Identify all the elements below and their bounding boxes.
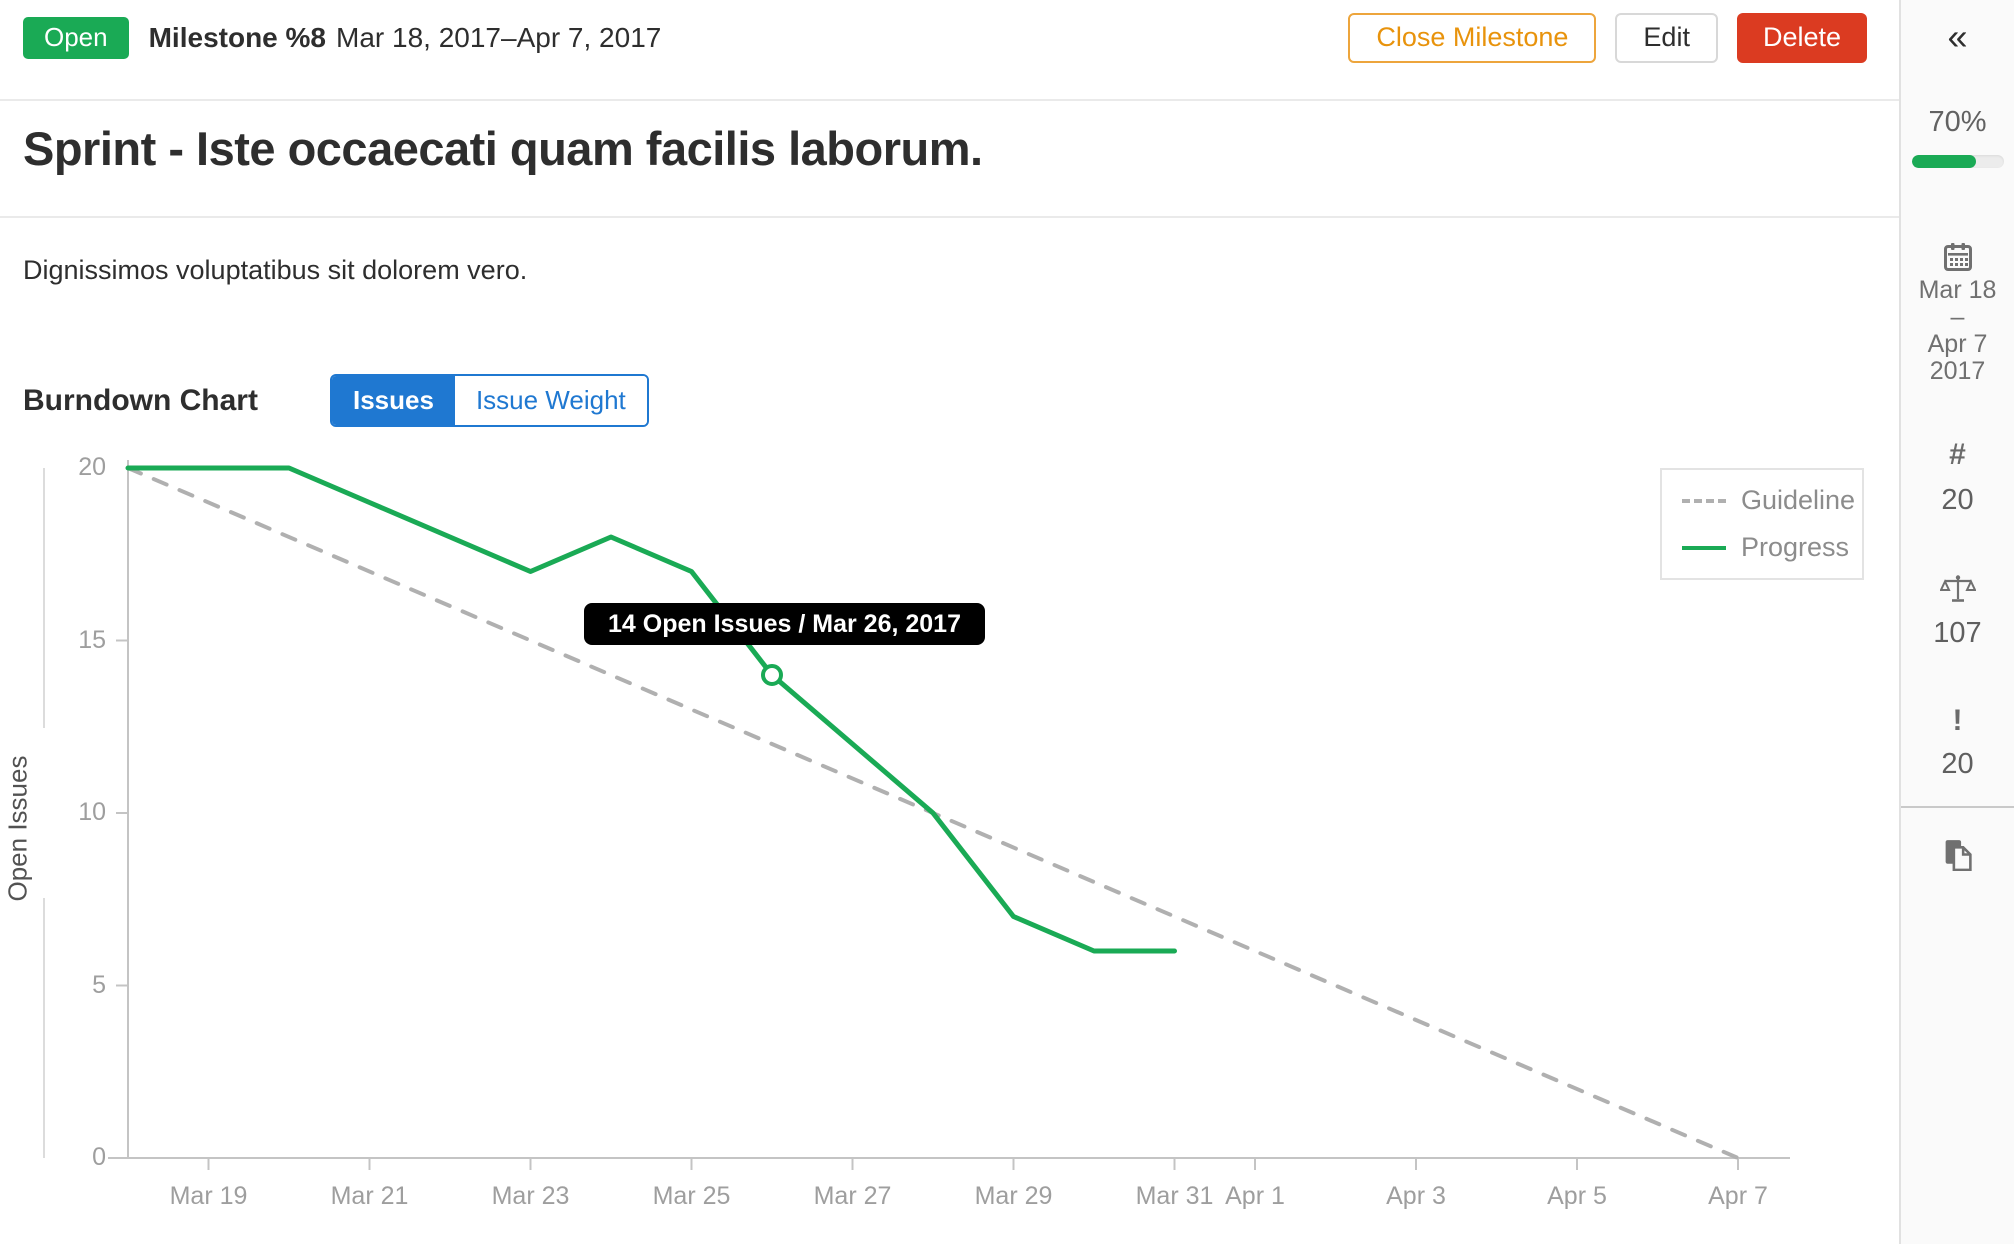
milestone-name: Milestone %8 (148, 21, 326, 53)
chart-legend: Guideline Progress (1660, 468, 1864, 580)
x-tick-label: Mar 27 (813, 1182, 892, 1210)
sidebar-issues-block: # 20 (1901, 440, 2014, 517)
guideline-line-sample (1682, 498, 1726, 503)
x-tick-label: Mar 23 (491, 1182, 570, 1210)
x-tick-label: Apr 7 (1708, 1182, 1768, 1210)
x-tick-label: Apr 3 (1386, 1182, 1446, 1210)
progress-percent: 70% (1928, 106, 1987, 138)
priority-count: 20 (1941, 748, 1974, 780)
milestone-progress-block: 70% (1901, 106, 2014, 168)
y-tick-label: 0 (92, 1143, 106, 1171)
x-tick-label: Mar 31 (1135, 1182, 1214, 1210)
copy-reference-icon[interactable] (1943, 838, 1973, 874)
toggle-issues-button[interactable]: Issues (331, 376, 455, 425)
status-badge: Open (23, 16, 129, 59)
sidebar-weight-block: 107 (1901, 574, 2014, 650)
milestone-dates-block: Mar 18 – Apr 7 2017 (1901, 242, 2014, 385)
y-tick-label: 10 (78, 798, 106, 826)
milestone-title-section: Sprint - Iste occaecati quam facilis lab… (0, 103, 1899, 218)
exclamation-icon: ! (1952, 704, 1963, 737)
page-title: Sprint - Iste occaecati quam facilis lab… (23, 122, 983, 175)
legend-item-guideline: Guideline (1682, 485, 1862, 516)
delete-button[interactable]: Delete (1736, 12, 1867, 63)
sidebar-date-separator: – (1950, 303, 1965, 331)
series-line-progress (125, 465, 1177, 954)
legend-label: Guideline (1741, 485, 1856, 515)
legend-label: Progress (1741, 532, 1850, 562)
right-sidebar: « 70% Mar 18 – Apr 7 2017 # 20 (1899, 0, 2014, 1244)
chart-canvas (43, 460, 1790, 1170)
progress-line-sample (1682, 545, 1726, 550)
x-tick-label: Mar 21 (330, 1182, 409, 1210)
calendar-icon (1943, 243, 1973, 276)
milestone-description: Dignissimos voluptatibus sit dolorem ver… (23, 255, 528, 285)
x-tick-label: Mar 19 (169, 1182, 248, 1210)
sidebar-date-end: Apr 7 (1927, 330, 1988, 358)
main-content: Open Milestone %8 Mar 18, 2017–Apr 7, 20… (0, 0, 1899, 1244)
progress-bar (1911, 155, 2004, 168)
sidebar-date-start: Mar 18 (1918, 276, 1997, 304)
milestone-date-range: Mar 18, 2017–Apr 7, 2017 (336, 21, 662, 53)
sidebar-collapse-button[interactable]: « (1901, 16, 2014, 58)
y-tick-label: 5 (92, 970, 106, 999)
highlight-marker (761, 664, 783, 686)
y-tick-label: 15 (78, 625, 106, 654)
issues-hash-icon: # (1949, 438, 1966, 471)
x-tick-label: Apr 5 (1547, 1182, 1607, 1210)
sidebar-divider (1901, 806, 2014, 808)
sidebar-priority-block: ! 20 (1901, 706, 2014, 781)
x-tick-label: Mar 29 (974, 1182, 1053, 1210)
y-axis-label: Open Issues (2, 748, 34, 909)
toggle-issue-weight-button[interactable]: Issue Weight (454, 376, 647, 425)
burndown-header-row: Burndown Chart Issues Issue Weight (23, 374, 649, 427)
milestone-header: Open Milestone %8 Mar 18, 2017–Apr 7, 20… (0, 0, 1899, 101)
edit-button[interactable]: Edit (1615, 12, 1718, 63)
weight-scale-icon (1938, 575, 1977, 608)
y-tick-label: 20 (78, 453, 106, 481)
weight-count: 107 (1933, 617, 1982, 649)
x-tick-label: Mar 25 (652, 1182, 731, 1210)
progress-bar-fill (1911, 155, 1976, 168)
burndown-heading: Burndown Chart (23, 383, 258, 417)
sidebar-reference-block (1901, 838, 2014, 876)
burndown-chart: Open Issues Guideline Progress 14 Open Is… (0, 444, 1899, 1244)
chart-type-toggle: Issues Issue Weight (329, 374, 649, 427)
sidebar-date-year: 2017 (1929, 357, 1986, 385)
close-milestone-button[interactable]: Close Milestone (1348, 12, 1597, 63)
legend-item-progress: Progress (1682, 532, 1862, 563)
issues-count: 20 (1941, 484, 1974, 516)
x-tick-label: Apr 1 (1225, 1182, 1285, 1210)
chart-tooltip: 14 Open Issues / Mar 26, 2017 (584, 603, 985, 645)
